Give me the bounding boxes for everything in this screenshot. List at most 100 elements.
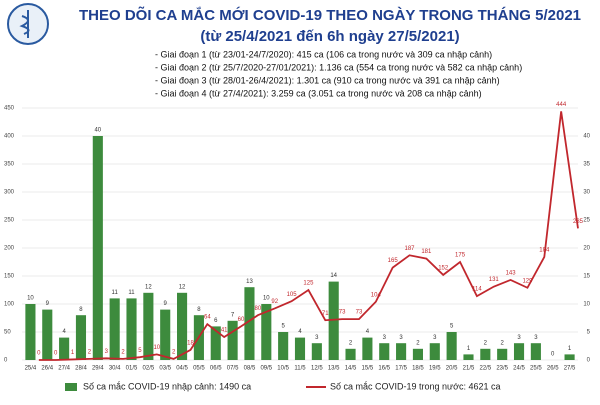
bar [513,343,525,360]
line-value-label: 105 [287,292,298,298]
line [38,111,579,361]
bar-value-label: 9 [164,301,168,307]
bar-value-label: 5 [281,324,285,330]
x-tick-label: 29/4 [92,366,104,372]
x-tick-label: 27/4 [58,366,70,372]
line-value-label: 80 [255,306,262,312]
x-tick-label: 02/5 [143,366,155,372]
bar [379,343,390,360]
y-tick-label: 400 [4,134,15,140]
bar [261,304,272,360]
x-tick-label: 04/5 [176,366,188,372]
y-tick-label: 0 [4,358,8,364]
bar-value-label: 3 [399,335,403,341]
bar-value-label: 3 [534,335,538,341]
bar [311,343,322,360]
bar [497,348,508,360]
y2-tick-label: 35 [583,162,590,168]
line-value-label: 235 [573,219,584,225]
bar [564,354,575,360]
line-value-label: 41 [221,328,228,334]
legend-swatch [65,383,77,391]
bar-value-label: 13 [246,279,253,285]
logo [7,3,49,45]
bar [278,332,289,360]
note: - Giai đoạn 4 (từ 27/4/2021): 3.259 ca (… [155,88,482,98]
bar-value-label: 11 [112,290,119,296]
bar-value-label: 6 [214,318,218,324]
x-tick-label: 06/5 [210,366,222,372]
x-tick-label: 18/5 [412,366,424,372]
x-tick-label: 21/5 [463,366,475,372]
x-tick-label: 28/4 [75,366,87,372]
x-tick-label: 23/5 [496,366,508,372]
x-tick-label: 30/4 [109,366,121,372]
y2-tick-label: 15 [583,274,590,280]
line-value-label: 71 [322,311,329,317]
line-value-label: 129 [522,278,533,284]
x-tick-label: 17/5 [395,366,407,372]
y-tick-label: 300 [4,190,15,196]
bar-value-label: 12 [179,284,186,290]
note: - Giai đoạn 3 (từ 28/01-26/4/2021): 1.30… [155,75,500,85]
x-tick-label: 15/5 [362,366,374,372]
y2-tick-label: 25 [583,218,590,224]
bar-value-label: 10 [263,296,270,302]
x-tick-label: 10/5 [277,366,289,372]
line-value-label: 114 [472,287,482,293]
bar [227,320,238,360]
logo-snake [19,15,30,35]
x-tick-label: 27/5 [564,366,576,372]
x-tick-label: 20/5 [446,366,458,372]
bar [160,309,171,360]
x-tick-label: 16/5 [378,366,390,372]
bar-value-label: 3 [315,335,319,341]
line-value-label: 152 [438,265,449,271]
bar [530,343,541,360]
line-value-label: 131 [489,277,500,283]
x-tick-label: 03/5 [159,366,171,372]
line-value-label: 165 [388,258,399,264]
x-tick-label: 13/5 [328,366,340,372]
chart-subtitle: (từ 25/4/2021 đến 6h ngày 27/5/2021) [200,28,459,45]
line-value-label: 92 [271,299,278,305]
line-value-label: 184 [539,248,550,254]
bar [412,348,423,360]
x-tick-label: 25/4 [25,366,37,372]
y-tick-label: 200 [4,246,15,252]
y2-tick-label: 40 [583,134,590,140]
line-value-label: 3 [105,349,109,355]
bar-value-label: 2 [349,340,353,346]
bar-value-label: 3 [433,335,437,341]
bar [92,136,103,360]
bar-value-label: 12 [145,284,152,290]
bar [294,337,306,360]
bar-value-label: 1 [568,346,572,352]
x-tick-label: 22/5 [479,366,491,372]
bar [177,292,188,360]
line-value-label: 64 [204,315,211,321]
line-value-label: 0 [37,351,41,357]
line-value-label: 104 [371,292,382,298]
x-tick-label: 26/5 [547,366,559,372]
bar [429,343,440,360]
bar-value-label: 7 [231,312,235,318]
x-tick-label: 19/5 [429,366,441,372]
bar-value-label: 1 [467,346,471,352]
x-tick-label: 09/5 [260,366,272,372]
line-value-label: 175 [455,253,466,259]
bar-value-label: 2 [416,340,420,346]
bar [362,337,373,360]
bar-value-label: 14 [330,273,337,279]
bar-value-label: 0 [551,352,555,358]
line-value-label: 73 [339,310,346,316]
bar-value-label: 10 [27,296,34,302]
x-tick-label: 08/5 [244,366,256,372]
x-tick-label: 26/4 [41,366,53,372]
x-tick-label: 25/5 [530,366,542,372]
y2-tick-label: 5 [587,330,591,336]
bar [75,315,87,360]
x-tick-label: 11/5 [294,366,306,372]
note: - Giai đoạn 2 (từ 25/7/2020-27/01/2021):… [155,62,522,72]
